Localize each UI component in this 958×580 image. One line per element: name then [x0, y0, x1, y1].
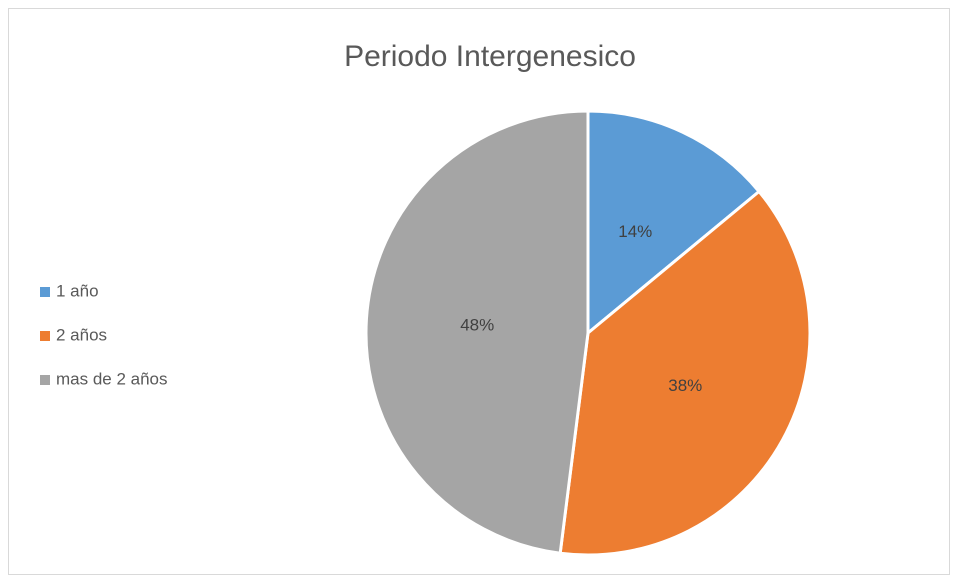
legend-label: 1 año: [56, 281, 99, 300]
data-label: 38%: [668, 376, 702, 395]
chart-title: Periodo Intergenesico: [344, 40, 636, 73]
legend-label: mas de 2 años: [56, 369, 168, 388]
data-label: 48%: [460, 316, 494, 335]
pie-slice: [558, 189, 812, 557]
pie-slice: [364, 109, 590, 555]
legend-label: 2 años: [56, 325, 107, 344]
legend-swatch: [40, 375, 50, 385]
data-label: 14%: [618, 222, 652, 241]
legend-swatch: [40, 287, 50, 297]
pie-slice: [586, 109, 762, 337]
legend-swatch: [40, 331, 50, 341]
